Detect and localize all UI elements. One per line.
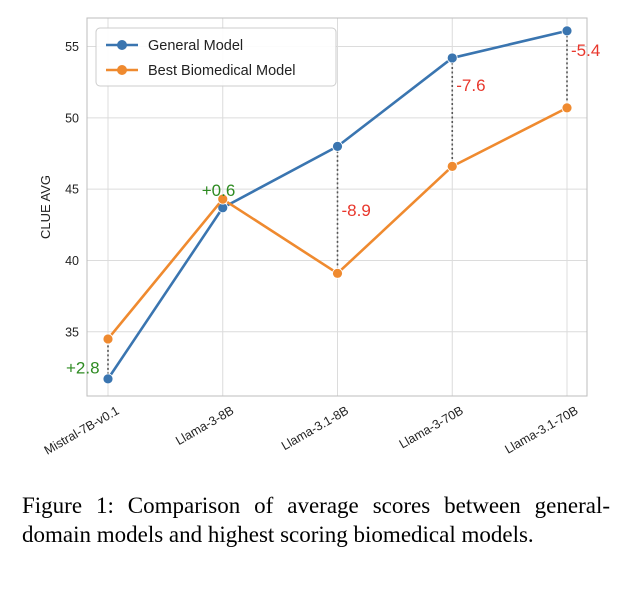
series-0-point-4 [561, 25, 573, 37]
y-tick-label-1: 40 [65, 254, 79, 268]
series-1-point-4 [561, 102, 573, 114]
legend-marker-0 [117, 40, 127, 50]
series-1-point-0 [102, 333, 114, 345]
line-chart: 35 40 45 50 55 Mistral-7B-v0.1 Llama-3-8B Llama… [38, 17, 600, 458]
difference-label-3: -7.6 [456, 76, 485, 95]
x-tick-label-3: Llama-3-70B [397, 403, 466, 451]
difference-label-2: -8.9 [342, 201, 371, 220]
x-tick-label-2: Llama-3.1-8B [279, 403, 351, 453]
y-axis-title: CLUE AVG [38, 175, 53, 239]
legend-label-0: General Model [148, 38, 243, 54]
plot-frame [86, 17, 588, 397]
figure-caption: Figure 1: Comparison of average scores b… [22, 493, 610, 547]
legend-box [95, 27, 337, 87]
x-tick-label-4: Llama-3.1-70B [502, 403, 580, 456]
difference-label-4: -5.4 [571, 41, 600, 60]
legend-marker-1 [117, 65, 127, 75]
x-tick-label-1: Llama-3-8B [173, 403, 236, 447]
series-1-point-3 [446, 160, 458, 172]
difference-label-0: +2.8 [66, 359, 100, 378]
series-1-point-1 [217, 193, 229, 205]
x-tick-label-0: Mistral-7B-v0.1 [42, 403, 122, 457]
y-tick-label-2: 45 [65, 183, 79, 197]
series-0-point-0 [102, 373, 114, 385]
legend-label-1: Best Biomedical Model [148, 63, 296, 79]
series-1-point-2 [332, 267, 343, 279]
y-tick-label-3: 50 [65, 111, 79, 125]
y-tick-label-0: 35 [65, 325, 79, 339]
series-0-point-3 [446, 52, 458, 64]
series-0-point-2 [332, 140, 343, 152]
y-tick-label-4: 55 [65, 40, 79, 54]
difference-label-1: +0.6 [202, 181, 236, 200]
